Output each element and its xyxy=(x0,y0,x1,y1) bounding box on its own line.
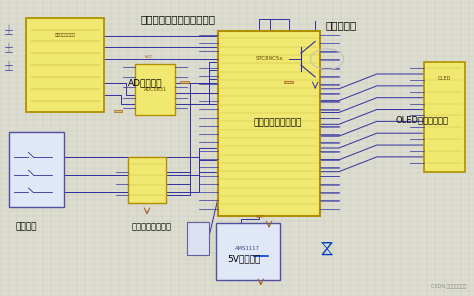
Text: AD采集电路: AD采集电路 xyxy=(128,78,163,87)
Bar xyxy=(26,18,104,112)
Text: AMS1117: AMS1117 xyxy=(235,246,260,251)
Text: 交流电压电流检测模块电路: 交流电压电流检测模块电路 xyxy=(140,14,215,24)
Text: OLED: OLED xyxy=(438,76,451,81)
Text: 交流电源检测模块: 交流电源检测模块 xyxy=(55,33,76,37)
Text: 单片机最小系统电路: 单片机最小系统电路 xyxy=(253,118,301,127)
Text: 蜂鸣器报警: 蜂鸣器报警 xyxy=(326,20,357,30)
Text: 5V电源电路: 5V电源电路 xyxy=(228,255,261,263)
Text: STC89C5x: STC89C5x xyxy=(255,56,283,61)
Text: VCC: VCC xyxy=(256,215,264,218)
Bar xyxy=(424,62,465,172)
Bar xyxy=(180,81,189,83)
Text: 接键电路: 接键电路 xyxy=(15,222,37,231)
Text: OLED液晶显示模块: OLED液晶显示模块 xyxy=(396,115,449,124)
Bar xyxy=(135,64,175,115)
Text: VCC: VCC xyxy=(145,55,153,59)
Bar xyxy=(284,81,293,83)
Bar xyxy=(187,222,209,255)
Text: ADC0831: ADC0831 xyxy=(144,87,167,92)
Bar xyxy=(218,31,320,216)
Text: CSDN 冒冠一电子设计: CSDN 冒冠一电子设计 xyxy=(431,284,467,289)
Bar xyxy=(216,223,280,280)
Bar xyxy=(114,110,122,112)
Text: 无线模块接口电路: 无线模块接口电路 xyxy=(132,222,172,231)
Bar xyxy=(9,132,64,207)
Bar xyxy=(128,157,166,203)
